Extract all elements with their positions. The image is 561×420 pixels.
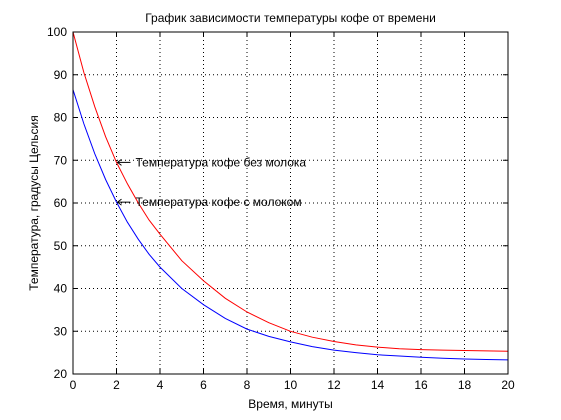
y-tick-label: 40 xyxy=(54,282,68,296)
x-tick-label: 14 xyxy=(371,378,385,392)
annotation-arrow-head xyxy=(116,198,122,206)
series-line-without-milk xyxy=(72,31,509,352)
annotation-label: Температура кофе с молоком xyxy=(136,195,302,209)
x-tick-label: 8 xyxy=(244,378,251,392)
x-tick-label: 10 xyxy=(284,378,298,392)
chart-title: График зависимости температуры кофе от в… xyxy=(145,11,436,25)
annotations: Температура кофе без молока Температура к… xyxy=(116,155,307,209)
series-line-with-milk xyxy=(72,89,509,361)
y-tick-label: 80 xyxy=(54,111,68,125)
x-tick-label: 12 xyxy=(327,378,341,392)
y-tick-label: 50 xyxy=(54,239,68,253)
x-tick-label: 16 xyxy=(414,378,428,392)
series-lines xyxy=(72,31,509,361)
x-tick-label: 0 xyxy=(70,378,77,392)
annotation-label: Температура кофе без молока xyxy=(136,155,307,169)
x-tick-label: 2 xyxy=(113,378,120,392)
y-axis-label: Температура, градусы Цельсия xyxy=(27,115,41,291)
axis-ticks: 0 2 4 6 8 10 12 14 16 18 20 20 30 40 50 60 70 80 90 100 xyxy=(47,25,515,392)
y-tick-label: 100 xyxy=(47,25,67,39)
annotation-without-milk: Температура кофе без молока xyxy=(116,155,307,169)
annotation-with-milk: Температура кофе с молоком xyxy=(116,195,302,209)
y-tick-label: 30 xyxy=(54,324,68,338)
grid xyxy=(73,32,508,374)
x-axis-label: Время, минуты xyxy=(248,397,332,411)
annotation-arrow-head xyxy=(116,158,122,166)
x-tick-label: 4 xyxy=(157,378,164,392)
y-tick-label: 90 xyxy=(54,68,68,82)
x-tick-label: 6 xyxy=(200,378,207,392)
y-tick-label: 70 xyxy=(54,153,68,167)
x-tick-label: 18 xyxy=(458,378,472,392)
x-tick-label: 20 xyxy=(501,378,515,392)
y-tick-label: 60 xyxy=(54,196,68,210)
y-tick-label: 20 xyxy=(54,367,68,381)
